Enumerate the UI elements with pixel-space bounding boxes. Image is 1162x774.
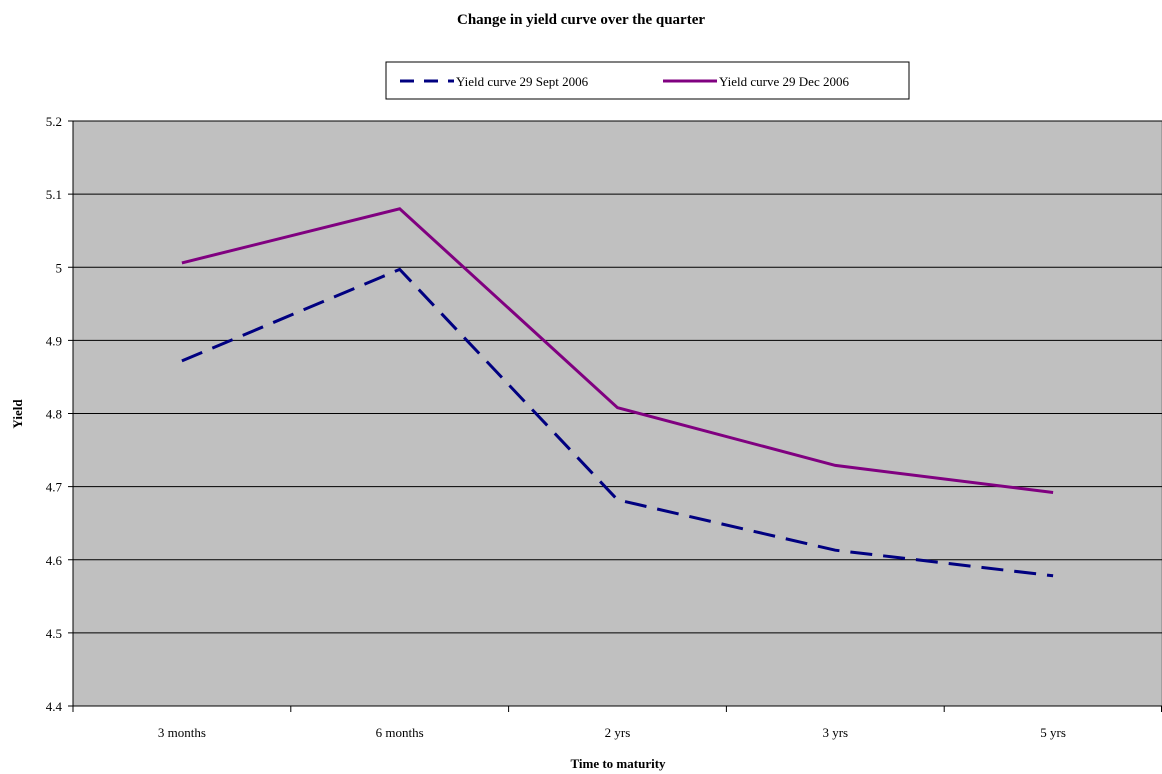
legend-box: [385, 61, 910, 100]
y-axis-title: Yield: [10, 399, 25, 429]
chart-title: Change in yield curve over the quarter: [457, 12, 705, 28]
series-lines: [181, 207, 1054, 578]
x-tick-label: 3 months: [158, 725, 206, 740]
x-axis-title: Time to maturity: [570, 756, 666, 771]
y-tick-label: 4.5: [46, 626, 62, 641]
y-tick-label: 4.7: [46, 480, 63, 495]
y-axis: 4.4 4.5 4.6 4.7 4.8 4.9 5 5.1 5.2: [46, 114, 74, 714]
y-tick-label: 4.9: [46, 333, 62, 348]
legend-label-dec: Yield curve 29 Dec 2006: [719, 74, 849, 89]
y-tick-label: 5.1: [46, 187, 62, 202]
x-tick-label: 5 yrs: [1040, 725, 1066, 740]
series-line-dec: [181, 207, 1054, 494]
x-tick-label: 3 yrs: [822, 725, 848, 740]
legend-label-sept: Yield curve 29 Sept 2006: [456, 74, 589, 89]
y-tick-label: 5.2: [46, 114, 62, 129]
y-tick-label: 4.6: [46, 553, 63, 568]
x-tick-label: 6 months: [376, 725, 424, 740]
x-axis: 3 months 6 months 2 yrs 3 yrs 5 yrs: [72, 705, 1162, 740]
y-tick-label: 5: [56, 260, 63, 275]
y-tick-label: 4.4: [46, 699, 63, 714]
x-tick-label: 2 yrs: [605, 725, 631, 740]
y-tick-label: 4.8: [46, 407, 62, 422]
gridlines: [73, 120, 1162, 634]
legend: Yield curve 29 Sept 2006 Yield curve 29 …: [385, 61, 910, 100]
